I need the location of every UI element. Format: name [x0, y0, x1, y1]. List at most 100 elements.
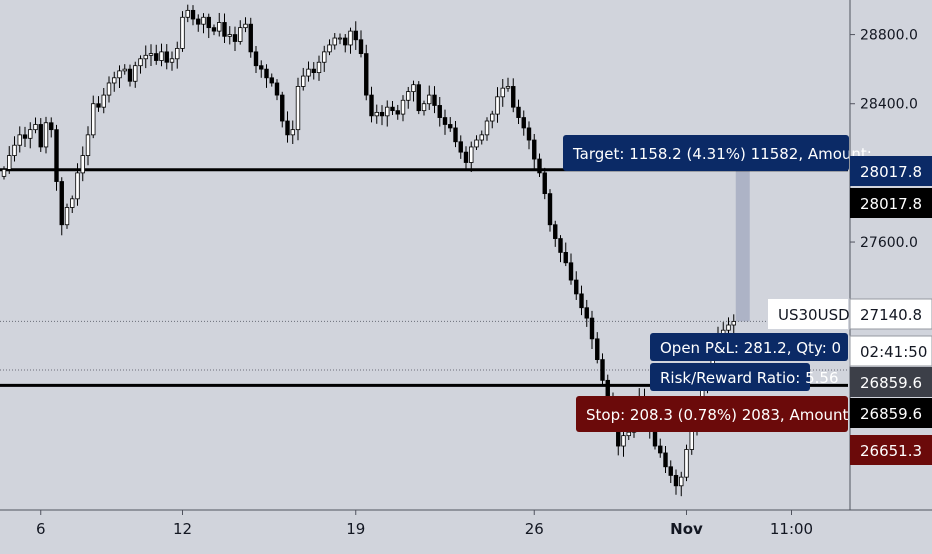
candle — [589, 317, 595, 340]
price-tag[interactable]: 26859.6 — [850, 398, 932, 428]
candle — [17, 134, 22, 146]
candle — [553, 224, 558, 239]
candle — [537, 158, 542, 174]
candle — [70, 198, 75, 208]
price-tag[interactable]: 26651.3 — [850, 435, 932, 465]
candle — [269, 77, 274, 84]
candle — [463, 151, 469, 163]
price-tag-text: 02:41:50 — [860, 343, 927, 361]
price-tag[interactable]: 28017.8 — [850, 188, 932, 218]
price-tag-bg — [850, 367, 932, 397]
candle — [159, 51, 164, 61]
candle — [505, 86, 511, 89]
candle — [306, 68, 311, 77]
candle — [605, 379, 610, 399]
candle — [621, 435, 626, 447]
price-tag-bg — [849, 298, 932, 330]
price-tag-text: 27140.8 — [860, 306, 922, 324]
candle — [148, 53, 154, 56]
candle — [353, 30, 358, 41]
candle — [432, 94, 437, 106]
price-tag-bg — [850, 398, 932, 428]
target-zone — [735, 169, 750, 322]
candle — [28, 129, 33, 139]
candle — [7, 155, 12, 170]
candle — [511, 86, 516, 108]
stop-label-text: Stop: 208.3 (0.78%) 2083, Amount: — [586, 406, 853, 424]
candle — [311, 68, 316, 74]
candle — [453, 127, 458, 143]
candle — [138, 58, 143, 67]
candle — [222, 22, 227, 37]
open-pl-label[interactable]: Open P&L: 281.2, Qty: 0 — [650, 333, 848, 361]
candle — [626, 431, 631, 437]
candle — [143, 54, 148, 60]
candle — [348, 30, 353, 46]
candle — [75, 172, 80, 200]
price-tag[interactable]: 02:41:50 — [849, 335, 932, 367]
candle — [232, 34, 238, 42]
candle — [448, 124, 453, 129]
candle — [427, 94, 432, 105]
candle — [322, 51, 327, 63]
candle — [568, 262, 574, 281]
stop-label[interactable]: Stop: 208.3 (0.78%) 2083, Amount: — [576, 396, 853, 432]
candle — [385, 106, 390, 117]
candle — [43, 122, 49, 148]
candle — [59, 181, 64, 226]
candle — [369, 94, 374, 117]
plot-background[interactable] — [0, 0, 848, 510]
plot-area[interactable] — [0, 0, 848, 510]
price-tag-text: 26859.6 — [860, 374, 922, 392]
candle — [122, 68, 127, 72]
candle — [726, 324, 731, 331]
candle — [379, 111, 385, 117]
candle — [495, 96, 500, 115]
candle — [437, 105, 442, 118]
candle — [301, 75, 306, 87]
price-tag[interactable]: 27140.8 — [849, 298, 932, 330]
candle — [238, 27, 243, 42]
candle — [211, 27, 217, 32]
candle — [516, 106, 521, 118]
candle — [731, 321, 736, 326]
candle — [390, 106, 395, 112]
candle — [337, 37, 343, 40]
target-label-text: Target: 1158.2 (4.31%) 11582, Amount: — [572, 145, 872, 163]
candle — [395, 110, 400, 115]
time-tick-label: 12 — [173, 520, 192, 538]
candle — [180, 16, 185, 49]
price-tag[interactable]: 26859.6 — [850, 367, 932, 397]
candle — [201, 16, 206, 25]
price-tag[interactable]: 28017.8 — [850, 156, 932, 186]
candle — [206, 16, 211, 29]
candle — [673, 475, 679, 487]
candle — [668, 466, 673, 476]
candle — [479, 134, 484, 141]
price-tag-text: 26859.6 — [860, 405, 922, 423]
candle — [558, 238, 563, 253]
candle — [1, 169, 7, 177]
risk-reward-label[interactable]: Risk/Reward Ratio: 5.56 — [650, 363, 839, 391]
candle — [106, 82, 112, 96]
candle — [563, 252, 568, 264]
price-tag-bg — [850, 188, 932, 218]
candle — [411, 84, 416, 93]
candle — [542, 172, 547, 195]
candle — [421, 103, 427, 112]
price-tag-bg — [850, 435, 932, 465]
candle — [416, 84, 421, 112]
candle — [127, 68, 133, 82]
symbol-tag[interactable]: US30USD — [768, 299, 850, 329]
candle — [484, 120, 490, 136]
time-tick-label: 6 — [36, 520, 46, 538]
open-pl-label-text: Open P&L: 281.2, Qty: 0 — [660, 339, 841, 357]
time-tick-label: 26 — [525, 520, 544, 538]
price-tick-label: 28800.0 — [860, 28, 918, 44]
target-label[interactable]: Target: 1158.2 (4.31%) 11582, Amount: — [563, 135, 872, 171]
candle — [400, 99, 406, 115]
risk-reward-label-text: Risk/Reward Ratio: 5.56 — [660, 369, 839, 387]
candle — [574, 279, 579, 295]
candle — [327, 44, 332, 53]
